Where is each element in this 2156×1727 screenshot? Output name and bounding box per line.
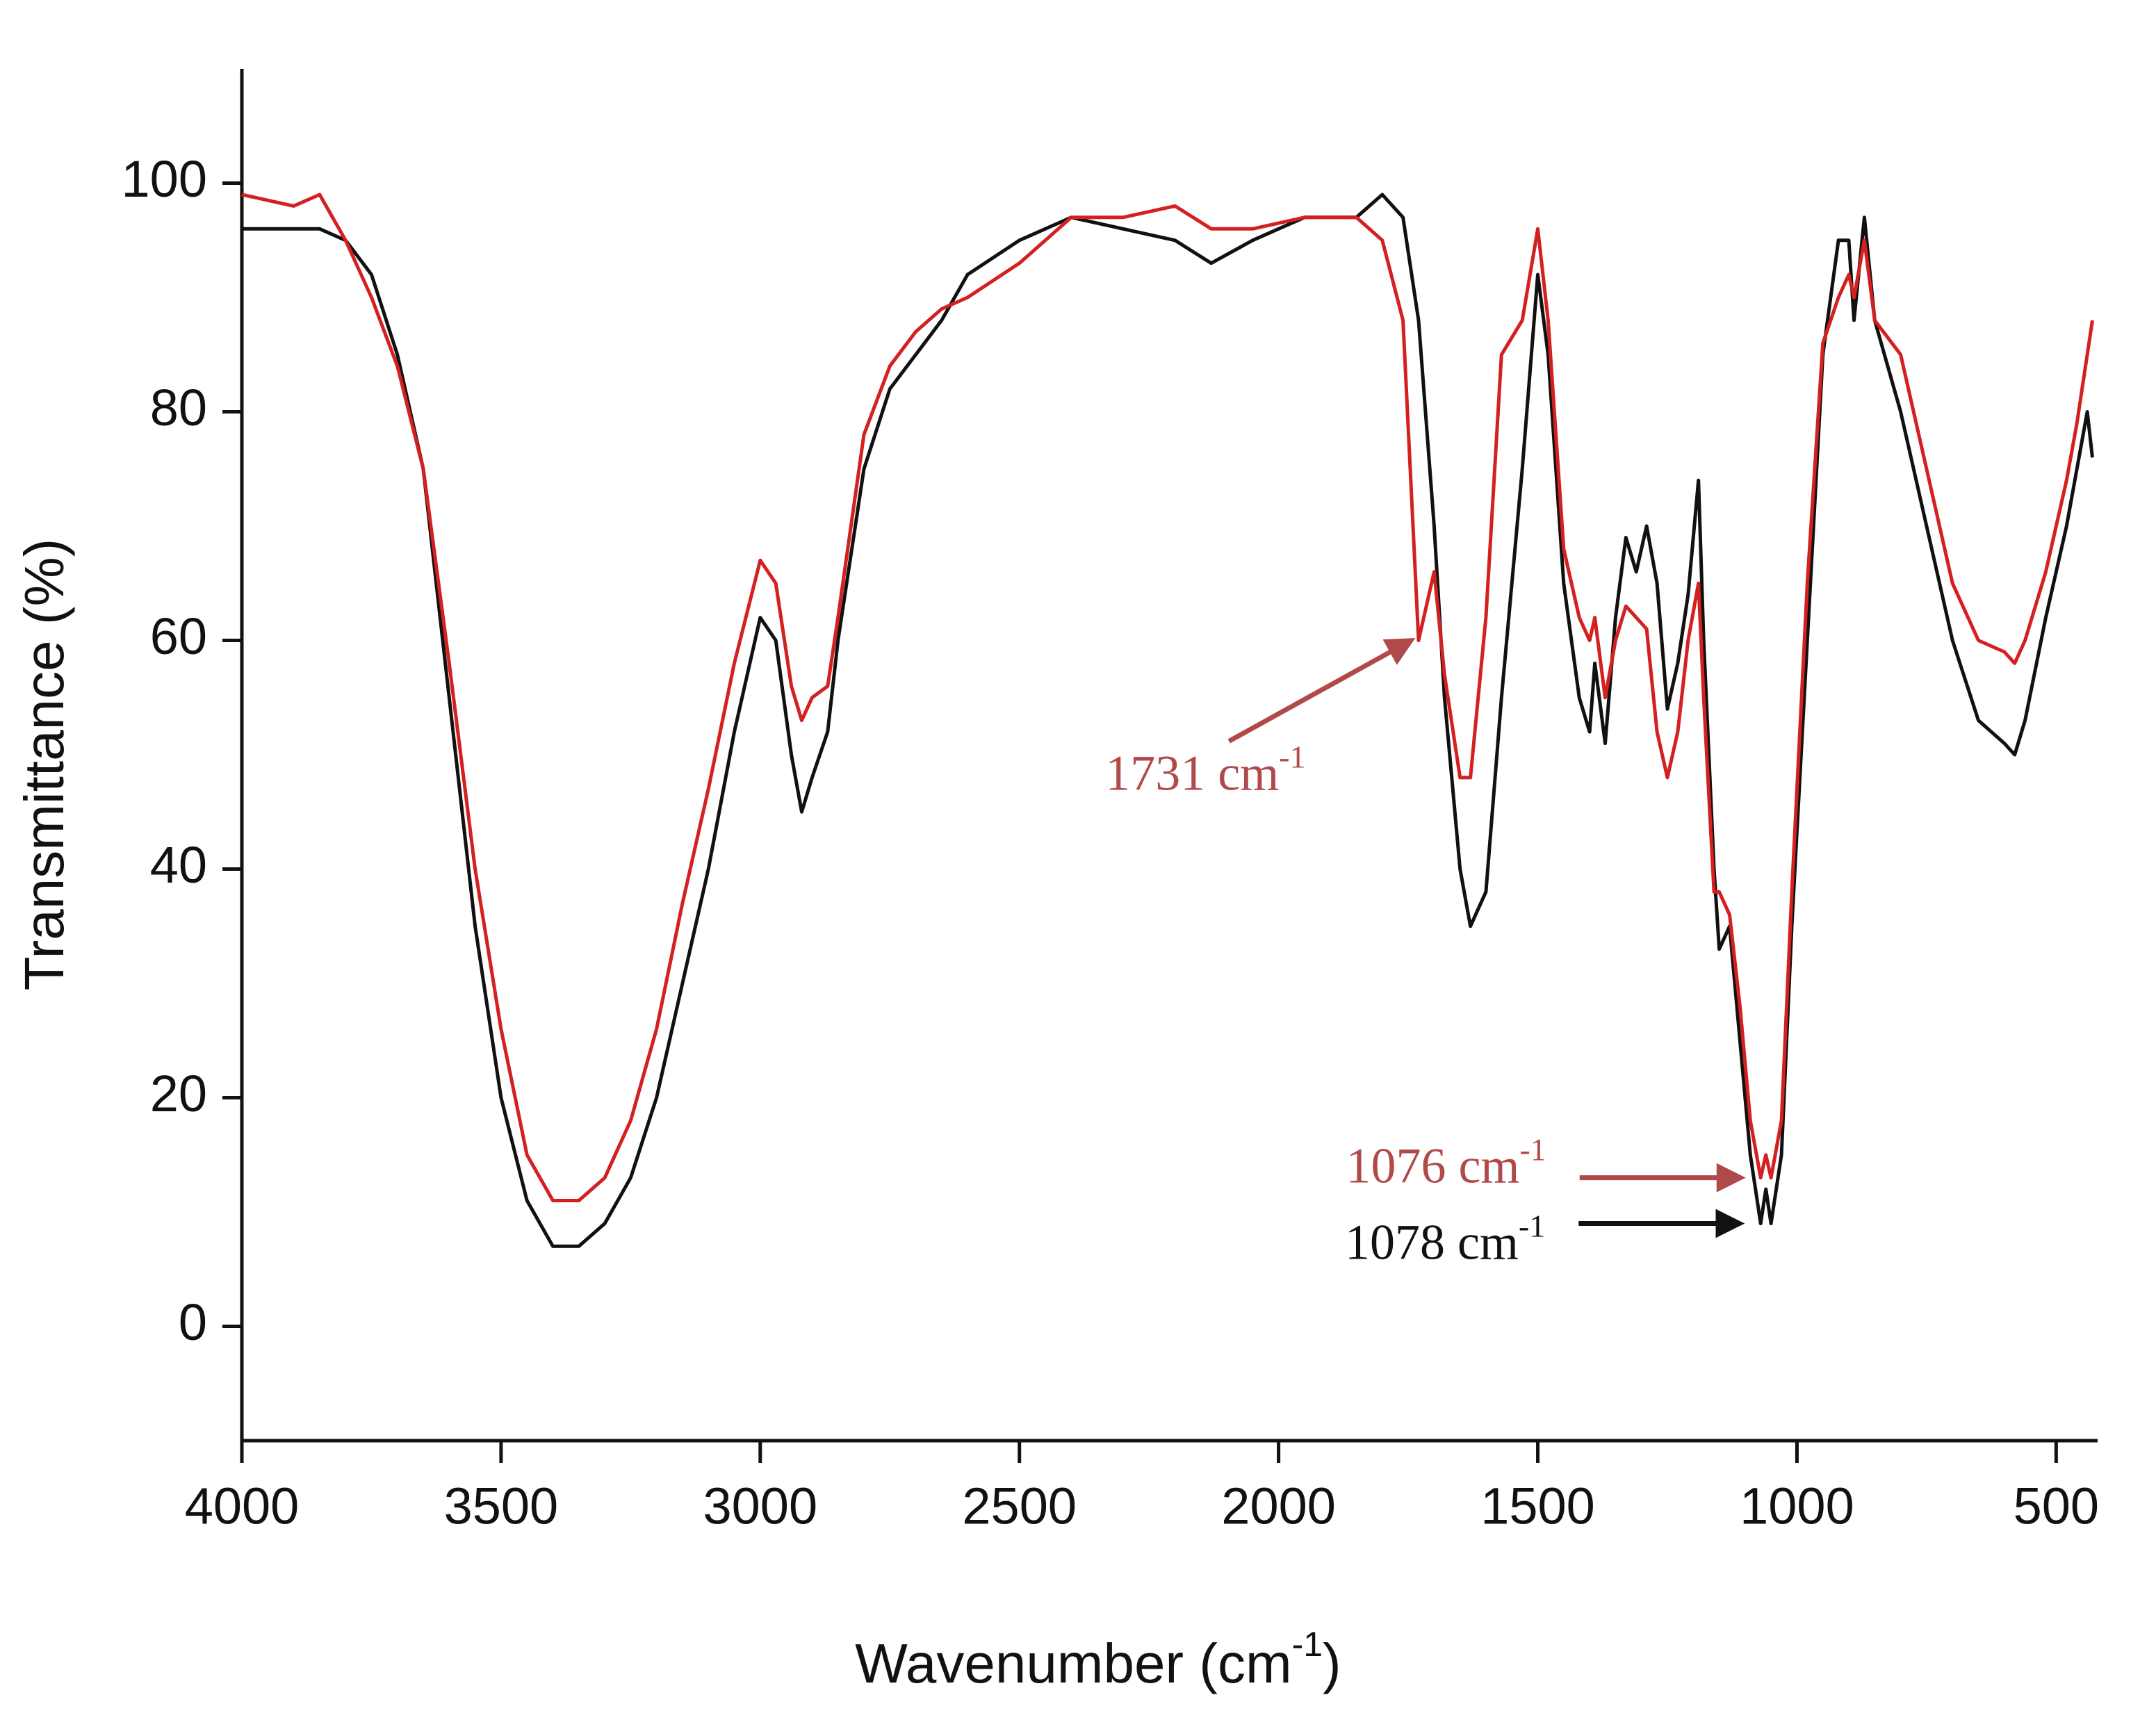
x-tick-label: 500 <box>2014 1478 2099 1535</box>
y-tick-label: 80 <box>150 379 207 436</box>
x-tick-label: 1500 <box>1480 1478 1595 1535</box>
y-tick-label: 100 <box>122 150 207 208</box>
x-axis-title-tail: ) <box>1323 1632 1341 1694</box>
y-tick-label: 0 <box>179 1293 207 1351</box>
annotation-sup: -1 <box>1519 1131 1546 1167</box>
annotation: 1076 cm-1 <box>1346 1131 1546 1193</box>
annotation-sup: -1 <box>1519 1208 1545 1243</box>
annotation-sup: -1 <box>1279 739 1305 774</box>
annotation-text: 1078 cm <box>1345 1214 1519 1270</box>
y-axis-title: Transmittance (%) <box>13 539 75 991</box>
x-tick-label: 3000 <box>703 1478 817 1535</box>
x-tick-label: 2500 <box>962 1478 1077 1535</box>
spectrum-line <box>241 193 2094 1202</box>
annotation-text: 1076 cm <box>1346 1138 1519 1193</box>
y-tick-label: 40 <box>150 836 207 894</box>
annotation: 1078 cm-1 <box>1345 1208 1545 1270</box>
x-axis-title-sup: -1 <box>1292 1625 1323 1664</box>
annotation-text: 1731 cm <box>1105 745 1279 801</box>
y-tick-label: 20 <box>150 1065 207 1122</box>
x-tick-label: 4000 <box>185 1478 300 1535</box>
annotation: 1731 cm-1 <box>1105 739 1305 801</box>
spectrum-line <box>242 193 2094 1248</box>
x-tick-label: 2000 <box>1221 1478 1336 1535</box>
x-axis-title-text: Wavenumber (cm <box>855 1632 1291 1694</box>
x-tick-label: 1000 <box>1740 1478 1854 1535</box>
x-tick-label: 3500 <box>444 1478 559 1535</box>
annotation-arrow <box>1227 638 1416 744</box>
y-tick-label: 60 <box>150 607 207 665</box>
x-axis-title: Wavenumber (cm-1) <box>855 1625 1341 1694</box>
